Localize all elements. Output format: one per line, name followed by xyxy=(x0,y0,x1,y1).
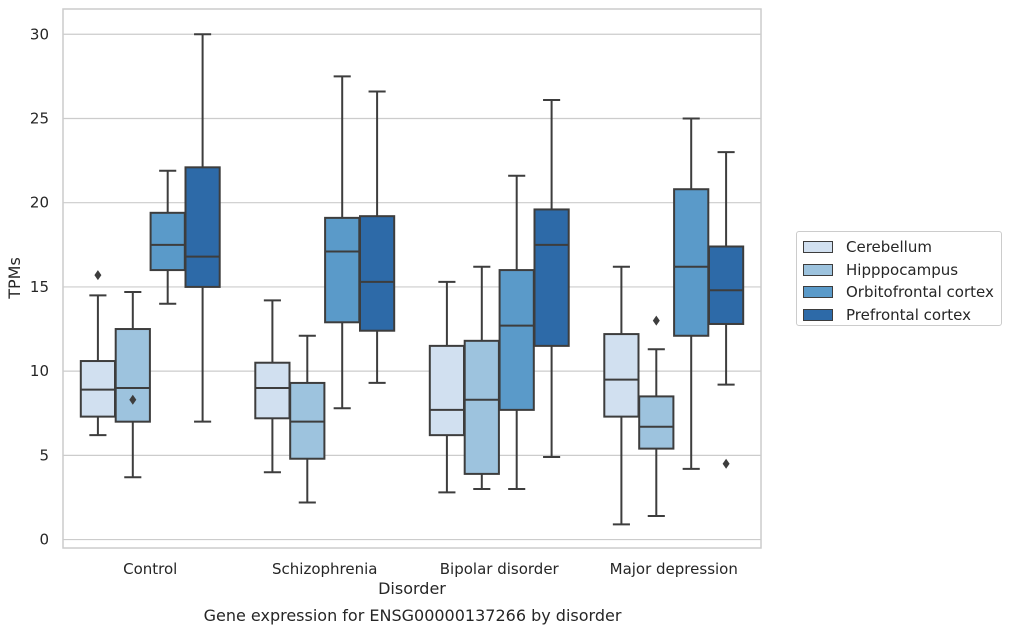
iqr-box xyxy=(707,245,745,325)
iqr-box xyxy=(254,361,291,420)
grid-layer xyxy=(63,9,761,548)
iqr-box xyxy=(673,188,710,337)
y-tick-label: 30 xyxy=(30,25,49,43)
box-3-2 xyxy=(673,117,710,470)
y-tick-label: 25 xyxy=(30,109,49,127)
legend-swatch xyxy=(803,241,833,254)
x-tick-label: Schizophrenia xyxy=(272,560,377,578)
legend-swatch xyxy=(803,309,833,322)
y-axis-label: TPMs xyxy=(5,257,24,300)
legend-label: Orbitofrontal cortex xyxy=(846,283,994,302)
outlier-point xyxy=(722,458,730,469)
outlier-point xyxy=(652,315,660,326)
x-axis-label: Disorder xyxy=(378,579,446,598)
figure-caption: Gene expression for ENSG00000137266 by d… xyxy=(203,606,622,625)
box-0-0 xyxy=(79,270,117,437)
y-tick-label: 10 xyxy=(30,362,49,380)
box-layer xyxy=(79,33,745,526)
iqr-box xyxy=(463,339,500,475)
box-3-1 xyxy=(638,315,675,517)
y-tick-label: 20 xyxy=(30,194,49,212)
y-tick-label: 15 xyxy=(30,278,49,296)
iqr-box xyxy=(533,208,570,347)
iqr-box xyxy=(603,333,640,418)
legend-swatch xyxy=(803,263,833,276)
plot-area xyxy=(63,9,761,548)
y-tick-label: 5 xyxy=(39,446,49,464)
box-2-3 xyxy=(533,98,570,459)
box-1-1 xyxy=(289,334,326,504)
box-1-3 xyxy=(358,90,396,384)
box-0-2 xyxy=(149,169,186,305)
box-0-1 xyxy=(114,290,151,479)
iqr-box xyxy=(324,216,361,324)
legend-item: Cerebellum xyxy=(803,236,1001,259)
iqr-box xyxy=(358,215,396,332)
iqr-box xyxy=(428,344,466,437)
box-1-0 xyxy=(254,299,291,474)
legend: Cerebellum Hipppocampus Orbitofrontal cort… xyxy=(796,231,1002,326)
box-3-0 xyxy=(603,265,640,526)
outlier-point xyxy=(94,270,102,281)
box-2-1 xyxy=(463,265,500,491)
y-tick-label: 0 xyxy=(39,531,49,549)
iqr-box xyxy=(498,269,535,411)
x-tick-label: Control xyxy=(123,560,177,578)
legend-item: Hipppocampus xyxy=(803,259,1001,282)
box-3-3 xyxy=(707,151,745,469)
x-tick-label: Major depression xyxy=(610,560,738,578)
legend-item: Prefrontal cortex xyxy=(803,304,1001,327)
iqr-box xyxy=(184,166,221,288)
iqr-box xyxy=(638,395,675,450)
legend-item: Orbitofrontal cortex xyxy=(803,281,1001,304)
box-1-2 xyxy=(324,75,361,410)
plot-frame xyxy=(62,8,762,549)
iqr-box xyxy=(114,328,151,423)
axis-layer: 0 5 10 15 20 25 30 Control Schizophrenia Bipolar … xyxy=(30,8,762,578)
legend-label: Prefrontal cortex xyxy=(846,306,971,325)
outlier-point xyxy=(129,394,137,405)
box-2-2 xyxy=(498,174,535,491)
box-0-3 xyxy=(184,33,221,423)
iqr-box xyxy=(149,211,186,272)
legend-swatch xyxy=(803,286,833,299)
x-tick-label: Bipolar disorder xyxy=(440,560,560,578)
legend-label: Hipppocampus xyxy=(846,260,959,279)
legend-label: Cerebellum xyxy=(846,238,932,257)
